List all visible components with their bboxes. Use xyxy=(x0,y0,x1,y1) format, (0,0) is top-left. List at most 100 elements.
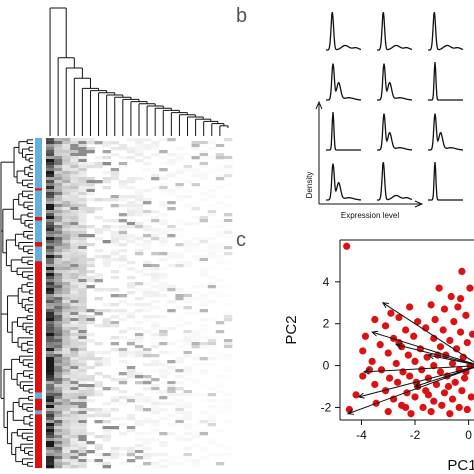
heat-cell xyxy=(183,306,192,310)
heat-cell xyxy=(86,309,95,313)
heat-cell xyxy=(46,198,55,202)
heat-cell xyxy=(110,378,120,382)
heat-cell xyxy=(151,186,160,190)
heat-cell xyxy=(70,243,79,247)
panel-b-letter: b xyxy=(236,5,247,27)
heat-cell xyxy=(143,363,152,367)
heat-cell xyxy=(159,369,168,373)
heat-cell xyxy=(110,294,120,298)
heat-cell xyxy=(46,195,55,199)
heat-cell xyxy=(70,390,79,394)
heat-cell xyxy=(207,192,217,196)
heat-cell xyxy=(102,162,111,166)
heat-cell xyxy=(126,303,136,307)
heat-cell xyxy=(215,165,225,169)
heat-cell xyxy=(62,462,71,466)
heat-cell xyxy=(78,189,87,193)
heat-cell xyxy=(46,141,55,145)
heat-cell xyxy=(183,165,192,169)
heat-cell xyxy=(134,237,144,241)
heat-cell xyxy=(118,219,128,223)
heat-cell xyxy=(62,348,71,352)
heat-cell xyxy=(54,141,63,145)
heat-cell xyxy=(62,213,71,217)
heat-cell xyxy=(223,156,233,160)
heat-cell xyxy=(134,450,144,454)
heat-cell xyxy=(46,300,55,304)
heat-cell xyxy=(110,252,120,256)
heat-cell xyxy=(151,345,160,349)
heat-cell xyxy=(223,138,233,142)
heat-cell xyxy=(167,384,176,388)
heat-cell xyxy=(62,162,71,166)
heat-cell xyxy=(78,318,87,322)
data-point xyxy=(395,313,403,322)
heat-cell xyxy=(70,246,79,250)
heat-cell xyxy=(62,315,71,319)
heat-cell xyxy=(151,354,160,358)
heat-cell xyxy=(62,285,71,289)
heat-cell xyxy=(159,213,168,217)
heat-cell xyxy=(143,225,152,229)
heat-cell xyxy=(54,165,63,169)
heat-cell xyxy=(223,165,233,169)
heat-cell xyxy=(78,159,87,163)
heat-cell xyxy=(110,426,120,430)
heat-cell xyxy=(86,177,95,181)
data-point xyxy=(406,303,414,311)
heat-cell xyxy=(167,372,176,376)
heat-cell xyxy=(78,228,87,232)
heat-cell xyxy=(46,147,55,151)
data-point xyxy=(463,405,471,414)
heat-cell xyxy=(86,339,95,343)
heat-cell xyxy=(143,399,152,403)
heat-cell xyxy=(70,327,79,331)
heat-cell xyxy=(70,180,79,184)
heat-cell xyxy=(183,261,192,265)
data-point xyxy=(418,366,426,374)
heat-cell xyxy=(175,318,184,322)
heat-cell xyxy=(46,165,55,169)
heat-cell xyxy=(78,447,87,451)
heat-cell xyxy=(62,363,71,367)
data-point xyxy=(424,374,433,382)
heat-cell xyxy=(78,171,87,175)
heat-cell xyxy=(134,213,144,217)
heat-cell xyxy=(183,351,192,355)
heat-cell xyxy=(62,249,71,253)
heat-cell xyxy=(54,315,63,319)
heat-cell xyxy=(167,366,176,370)
data-point xyxy=(458,267,466,275)
heat-cell xyxy=(62,189,71,193)
data-point xyxy=(427,301,435,309)
heat-cell xyxy=(46,159,55,163)
heat-cell xyxy=(70,393,79,397)
heat-cell xyxy=(62,156,71,160)
heat-cell xyxy=(110,225,120,229)
heat-cell xyxy=(62,141,71,145)
data-point xyxy=(456,295,465,303)
heat-cell xyxy=(70,156,79,160)
heat-cell xyxy=(62,192,71,196)
heat-cell xyxy=(46,453,55,457)
heat-cell xyxy=(78,393,87,397)
heat-cell xyxy=(62,234,71,238)
heat-cell xyxy=(199,258,209,262)
heat-cell xyxy=(110,141,120,145)
heat-cell xyxy=(175,399,184,403)
heat-cell xyxy=(54,342,63,346)
heat-cell xyxy=(102,198,111,202)
heat-cell xyxy=(94,156,103,160)
heat-cell xyxy=(86,261,95,265)
heat-cell xyxy=(78,252,87,256)
heat-cell xyxy=(46,228,55,232)
heat-cell xyxy=(62,165,71,169)
heat-cell xyxy=(126,219,136,223)
heat-cell xyxy=(215,375,225,379)
heat-cell xyxy=(199,255,209,259)
loading-arrow xyxy=(358,366,474,398)
heat-cell xyxy=(207,453,217,457)
heat-cell xyxy=(54,153,63,157)
heat-cell xyxy=(62,321,71,325)
heat-cell xyxy=(54,156,63,160)
